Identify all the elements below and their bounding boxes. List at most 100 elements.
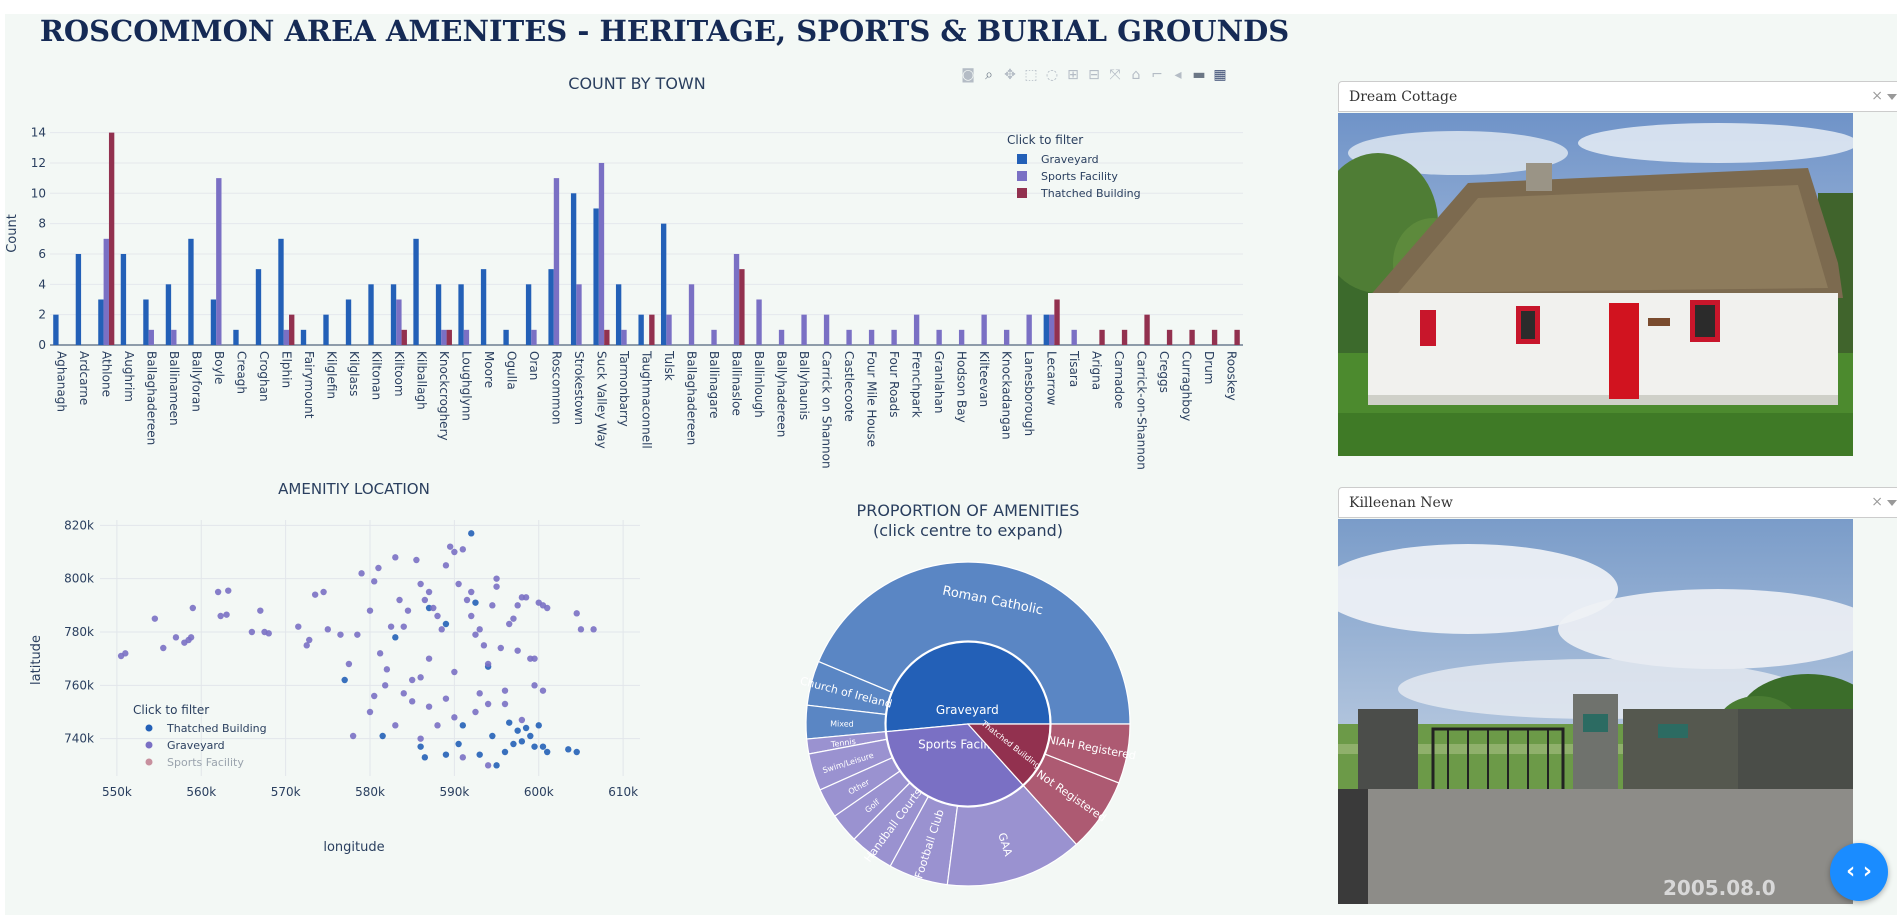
bar[interactable] [891, 329, 897, 345]
scatter-point[interactable] [506, 719, 513, 726]
scatter-point[interactable] [535, 722, 542, 729]
scatter-point[interactable] [366, 607, 374, 614]
scatter-point[interactable] [324, 626, 332, 633]
sunburst-outer-segment[interactable] [817, 561, 1131, 725]
sunburst-outer-segment[interactable] [806, 731, 888, 755]
bar[interactable] [615, 284, 622, 345]
scatter-point[interactable] [349, 732, 357, 740]
scatter-point[interactable] [392, 554, 399, 561]
scatter-point[interactable] [417, 580, 424, 588]
scatter-point[interactable] [501, 700, 509, 708]
scatter-point[interactable] [400, 623, 407, 630]
bar[interactable] [570, 193, 577, 345]
count-by-town-chart[interactable]: COUNT BY TOWN 0 2 4 6 8 10 12 14 Count Aghanagh Ard… [0, 55, 1330, 475]
legend-item[interactable]: Thatched Building [1040, 187, 1141, 200]
scatter-point[interactable] [446, 543, 454, 550]
legend-swatch[interactable] [1017, 188, 1027, 198]
legend-swatch[interactable] [145, 758, 153, 766]
bar[interactable] [188, 238, 194, 345]
scatter-point[interactable] [257, 607, 264, 614]
scatter-point[interactable] [417, 674, 424, 681]
scatter-point[interactable] [484, 700, 492, 708]
sunburst-outer-segment[interactable] [808, 738, 893, 791]
hover-closest-icon[interactable]: ◂ [1174, 67, 1182, 83]
scatter-point[interactable] [518, 716, 526, 724]
bar[interactable] [368, 284, 374, 345]
scatter-point[interactable] [320, 588, 327, 596]
bar[interactable] [98, 299, 104, 345]
scatter-point[interactable] [381, 682, 389, 689]
bar[interactable] [778, 329, 785, 345]
bar[interactable] [120, 253, 127, 345]
scatter-point[interactable] [337, 631, 344, 638]
scatter-point[interactable] [371, 692, 378, 700]
scatter-point[interactable] [531, 743, 538, 750]
bar[interactable] [1099, 329, 1105, 345]
scatter-point[interactable] [577, 626, 585, 633]
reset-axes-icon[interactable]: ⌂ [1131, 67, 1141, 83]
sunburst-inner-segment[interactable] [885, 641, 1051, 733]
scatter-point[interactable] [354, 631, 361, 638]
bar[interactable] [210, 299, 217, 345]
code-toggle-button[interactable]: ‹ › [1830, 843, 1888, 901]
scatter-point[interactable] [383, 666, 391, 673]
sunburst-outer-segment[interactable] [1044, 723, 1131, 784]
scatter-point[interactable] [522, 594, 530, 601]
bar[interactable] [255, 269, 262, 345]
bar[interactable] [936, 329, 942, 345]
legend-swatch[interactable] [145, 741, 153, 749]
scatter-point[interactable] [425, 655, 433, 662]
bar[interactable] [75, 253, 82, 345]
scatter-point[interactable] [248, 628, 256, 636]
sunburst-outer-segment[interactable] [819, 756, 901, 817]
scatter-point[interactable] [417, 735, 424, 742]
scatter-point[interactable] [459, 546, 467, 553]
bar[interactable] [958, 329, 965, 345]
bar[interactable] [108, 132, 115, 345]
scatter-point[interactable] [484, 762, 492, 769]
scatter-point[interactable] [518, 738, 526, 745]
bar[interactable] [390, 284, 397, 345]
scatter-point[interactable] [408, 698, 416, 705]
bar[interactable] [171, 329, 177, 345]
lasso-icon[interactable]: ◌ [1045, 67, 1059, 83]
scatter-point[interactable] [501, 748, 509, 756]
bar[interactable] [913, 314, 920, 345]
scatter-point[interactable] [476, 626, 483, 633]
pan-icon[interactable]: ✥ [1004, 67, 1016, 83]
zoom-out-icon[interactable]: ⊟ [1088, 67, 1100, 83]
scatter-point[interactable] [442, 562, 450, 569]
scatter-point[interactable] [187, 634, 195, 641]
scatter-point[interactable] [455, 740, 462, 748]
scatter-point[interactable] [527, 732, 534, 740]
scatter-point[interactable] [442, 751, 450, 758]
sunburst-outer-segment[interactable] [1022, 753, 1120, 846]
bar[interactable] [733, 253, 740, 345]
bar[interactable] [300, 329, 307, 345]
scatter-point[interactable] [396, 596, 403, 604]
scatter-point[interactable] [489, 732, 496, 740]
bar[interactable] [660, 223, 667, 345]
scatter-point[interactable] [493, 583, 500, 590]
scatter-point[interactable] [189, 604, 197, 612]
scatter-point[interactable] [573, 748, 580, 756]
scatter-point[interactable] [392, 634, 399, 641]
scatter-point[interactable] [565, 746, 572, 753]
bar[interactable] [576, 284, 582, 345]
scatter-point[interactable] [425, 588, 433, 596]
scatter-point[interactable] [413, 556, 420, 564]
bar[interactable] [548, 269, 554, 345]
scatter-point[interactable] [421, 754, 429, 761]
scatter-point[interactable] [472, 631, 479, 638]
hover-compare-icon[interactable]: ▬ [1192, 67, 1206, 83]
scatter-point[interactable] [501, 687, 509, 694]
scatter-point[interactable] [214, 588, 222, 596]
scatter-point[interactable] [417, 743, 424, 750]
scatter-point[interactable] [497, 644, 504, 652]
sunburst-inner-segment[interactable] [966, 723, 1051, 786]
bar[interactable] [233, 329, 239, 345]
scatter-point[interactable] [451, 714, 458, 721]
scatter-point[interactable] [531, 682, 538, 689]
scatter-point[interactable] [455, 580, 462, 588]
scatter-point[interactable] [421, 596, 429, 604]
